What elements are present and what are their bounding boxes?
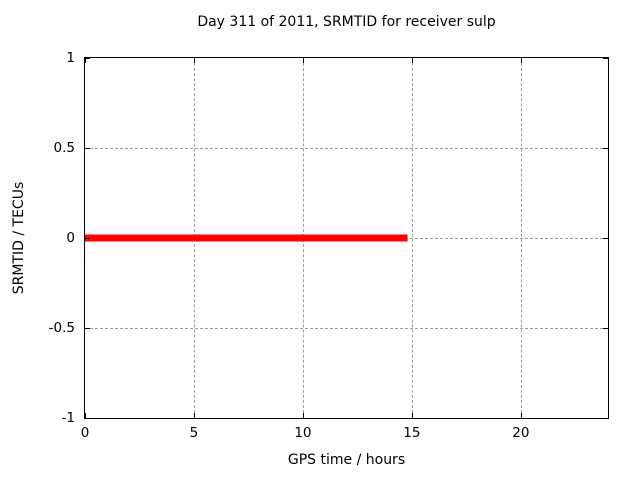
y-tick-mark-right — [603, 58, 608, 59]
y-tick-mark-right — [603, 238, 608, 239]
y-tick-mark — [85, 58, 90, 59]
y-tick-mark — [85, 238, 90, 239]
x-tick-mark — [302, 413, 304, 418]
x-tick-label: 5 — [189, 425, 199, 441]
x-tick-mark — [520, 413, 522, 418]
y-tick-label: -1 — [61, 410, 75, 426]
y-tick-mark-right — [603, 148, 608, 149]
gridline-horizontal — [85, 328, 608, 329]
x-tick-label: 0 — [80, 425, 90, 441]
x-tick-mark-top — [302, 58, 304, 63]
x-tick-mark — [85, 413, 86, 418]
gridline-horizontal — [85, 148, 608, 149]
y-tick-mark — [85, 148, 90, 149]
plot-area: 0 5 10 15 20 -1 -0.5 0 0.5 1 — [49, 50, 609, 441]
x-tick-mark — [411, 413, 413, 418]
y-tick-label: -0.5 — [48, 320, 75, 336]
x-tick-mark-top — [520, 58, 522, 63]
x-tick-mark-top — [193, 58, 195, 63]
y-tick-mark-right — [603, 418, 608, 419]
series-layer — [85, 234, 408, 242]
chart-title: Day 311 of 2011, SRMTID for receiver sul… — [197, 14, 496, 30]
y-tick-label: 0 — [66, 230, 75, 246]
x-tick-mark — [193, 413, 195, 418]
y-tick-mark-right — [603, 328, 608, 329]
x-tick-label: 15 — [403, 425, 421, 441]
y-tick-mark — [85, 328, 90, 329]
x-tick-label: 20 — [512, 425, 530, 441]
y-tick-label: 0.5 — [53, 140, 75, 156]
x-tick-label: 10 — [294, 425, 312, 441]
y-tick-mark — [85, 418, 90, 419]
x-tick-mark-top — [85, 58, 86, 63]
x-axis-label: GPS time / hours — [287, 452, 406, 468]
y-axis-label: SRMTID / TECUs — [11, 181, 27, 295]
y-tick-label: 1 — [66, 50, 75, 66]
x-tick-mark-top — [411, 58, 413, 63]
